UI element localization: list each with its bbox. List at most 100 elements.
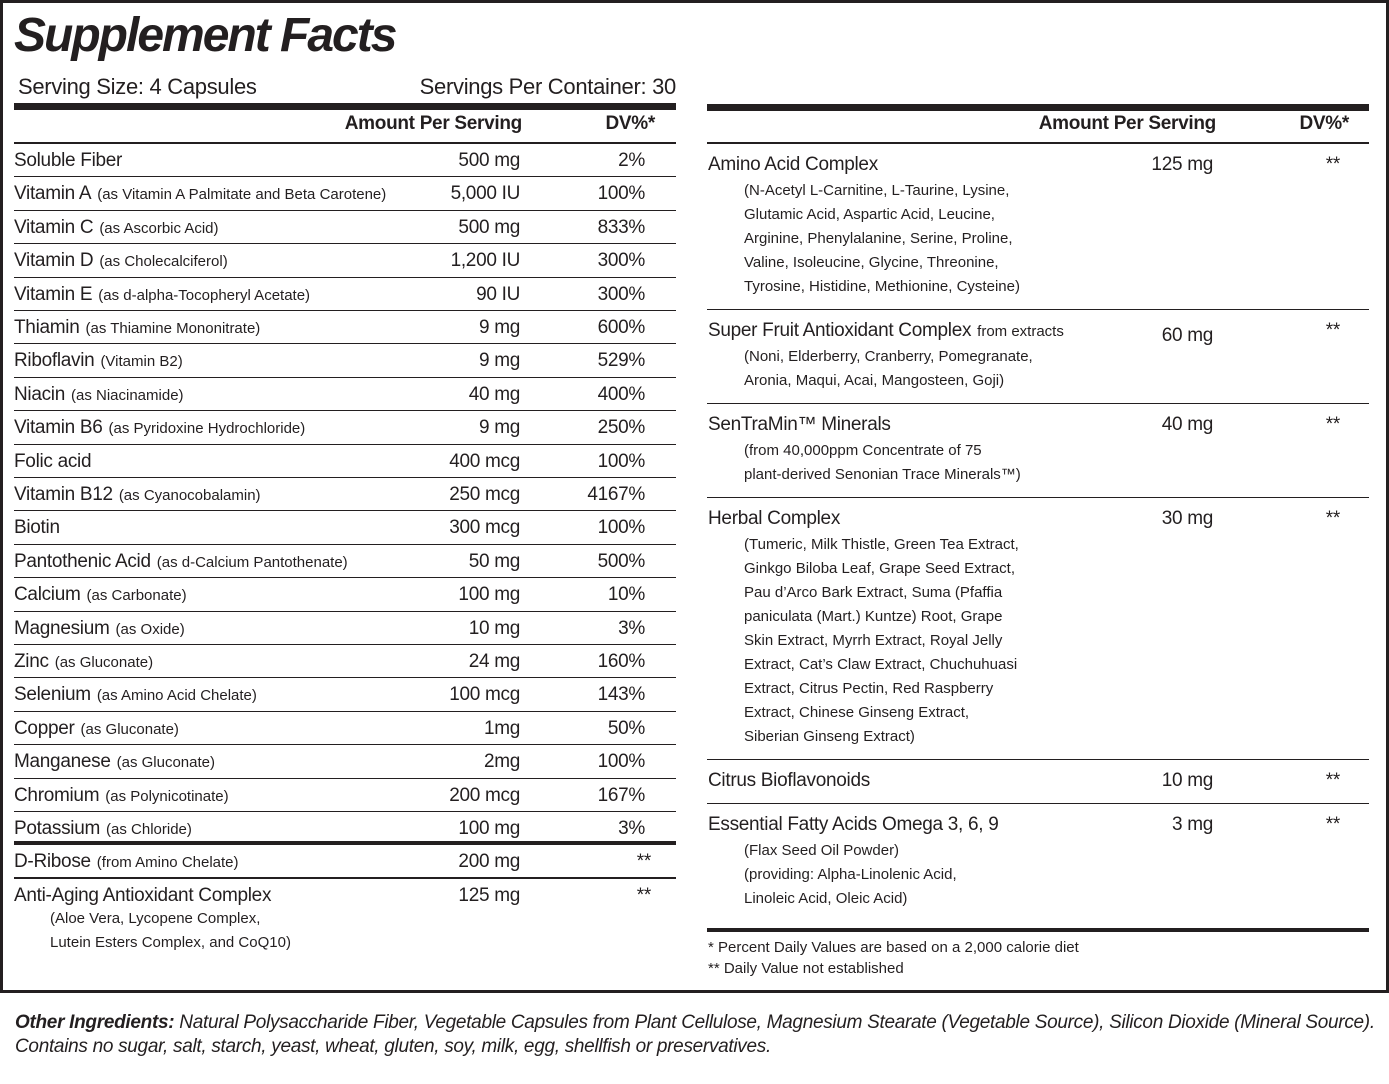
amount-header: Amount Per Serving [1038, 113, 1217, 134]
ingredient-section: Essential Fatty Acids Omega 3, 6, 9 3 mg *… [707, 804, 1369, 921]
amount: 60 mg [1161, 325, 1214, 346]
title: Supplement Facts [14, 9, 397, 62]
nutrient-name: Soluble Fiber [14, 150, 123, 171]
nutrient-note: (as Gluconate) [116, 754, 215, 772]
amount: 9 mg [478, 417, 520, 439]
thick-rule [14, 103, 676, 110]
nutrient-name: Manganese [14, 751, 111, 773]
detail-line: (Noni, Elderberry, Cranberry, Pomegranat… [744, 348, 1033, 365]
row-line: Vitamin C (as Ascorbic Acid) 500 mg 833% [14, 211, 676, 245]
nutrient-note: (as Gluconate) [80, 720, 179, 738]
detail-line: (providing: Alpha-Linolenic Acid, [744, 866, 957, 883]
header-rule [707, 142, 1369, 144]
section-line: Essential Fatty Acids Omega 3, 6, 9 3 mg *… [708, 813, 1369, 837]
nutrient-name: Vitamin B12 [14, 484, 113, 505]
daily-value: ** [636, 884, 652, 906]
ingredient-name: SenTraMin™ Minerals [708, 414, 891, 435]
amount: 200 mg [458, 851, 520, 873]
row-line: Soluble Fiber 500 mg 2% [14, 144, 676, 178]
amount: 9 mg [478, 350, 520, 372]
row-line: Copper (as Gluconate) 1mg 50% [14, 712, 676, 746]
daily-value: 833% [597, 216, 646, 238]
nutrient-row: Potassium (as Chloride) 100 mg 3% [14, 812, 676, 846]
row-line: Biotin 300 mcg 100% [14, 511, 676, 545]
amount: 200 mcg [449, 784, 520, 806]
footnotes: * Percent Daily Values are based on a 2,… [708, 937, 1079, 979]
amount: 1,200 IU [450, 250, 521, 272]
row-line: Vitamin B12 (as Cyanocobalamin) 250 mcg 416… [14, 478, 676, 512]
nutrient-name: Selenium [14, 684, 91, 706]
nutrient-row: Soluble Fiber 500 mg 2% [14, 144, 676, 178]
row-line: Niacin (as Niacinamide) 40 mg 400% [14, 378, 676, 412]
daily-value: ** [1325, 770, 1341, 791]
ingredient-name: Amino Acid Complex [708, 154, 878, 175]
amount: 1mg [483, 717, 520, 739]
section-line: Citrus Bioflavonoids 10 mg ** [708, 769, 1369, 793]
row-line: Vitamin D (as Cholecalciferol) 1,200 IU 300… [14, 244, 676, 278]
amount-header: Amount Per Serving [344, 113, 523, 134]
daily-value: 100% [597, 517, 646, 539]
amount: 500 mg [458, 150, 520, 171]
row-line: Selenium (as Amino Acid Chelate) 100 mcg 14… [14, 678, 676, 712]
nutrient-row: Magnesium (as Oxide) 10 mg 3% [14, 612, 676, 645]
daily-value: 3% [618, 617, 645, 639]
serving-size: Serving Size: 4 Capsules [18, 74, 257, 99]
nutrient-row: Vitamin E (as d-alpha-Tocopheryl Acetate)… [14, 278, 676, 311]
nutrient-name: Magnesium [14, 617, 110, 639]
nutrient-name: Vitamin B6 [14, 417, 103, 439]
details: (Aloe Vera, Lycopene Complex, Lutein Este… [14, 907, 676, 955]
nutrient-row: Anti-Aging Antioxidant Complex 125 mg ** (A… [14, 879, 676, 955]
nutrient-name: Biotin [14, 517, 60, 539]
daily-value: ** [1325, 320, 1341, 341]
detail-line: Arginine, Phenylalanine, Serine, Proline… [744, 230, 1013, 247]
detail-line: (from 40,000ppm Concentrate of 75 [744, 442, 982, 459]
amount: 100 mg [458, 584, 520, 606]
detail-line: Glutamic Acid, Aspartic Acid, Leucine, [744, 206, 995, 223]
nutrient-name: Potassium [14, 818, 101, 839]
nutrient-name: Vitamin C [14, 216, 94, 238]
nutrient-name: Zinc [14, 651, 49, 672]
details: (Flax Seed Oil Powder) (providing: Alpha-… [708, 839, 1369, 911]
detail-line: (Flax Seed Oil Powder) [744, 842, 900, 859]
row-line: Manganese (as Gluconate) 2mg 100% [14, 745, 676, 779]
detail-line: (Tumeric, Milk Thistle, Green Tea Extrac… [744, 536, 1019, 553]
nutrient-note: (as Vitamin A Palmitate and Beta Caroten… [97, 186, 387, 204]
amount: 3 mg [1171, 814, 1213, 835]
row-line: Vitamin E (as d-alpha-Tocopheryl Acetate)… [14, 278, 676, 312]
details: (Noni, Elderberry, Cranberry, Pomegranat… [708, 345, 1369, 393]
nutrient-row: Niacin (as Niacinamide) 40 mg 400% [14, 378, 676, 412]
daily-value: 143% [597, 684, 646, 706]
amount: 90 IU [476, 283, 520, 305]
amount: 40 mg [1161, 414, 1214, 435]
detail-line: Linoleic Acid, Oleic Acid) [744, 890, 908, 907]
nutrient-name: Vitamin E [14, 283, 93, 305]
amount: 300 mcg [449, 517, 520, 539]
detail-line: Lutein Esters Complex, and CoQ10) [50, 934, 291, 952]
section-line: Herbal Complex 30 mg ** [708, 507, 1369, 531]
nutrient-note: (as Carbonate) [86, 587, 187, 605]
other-ingredients-label: Other Ingredients: [15, 1012, 175, 1033]
amount: 9 mg [478, 317, 520, 338]
nutrient-row: Biotin 300 mcg 100% [14, 511, 676, 545]
ingredient-section: Amino Acid Complex 125 mg ** (N-Acetyl L-Ca… [707, 144, 1369, 310]
daily-value: ** [1325, 414, 1341, 435]
amount: 400 mcg [449, 450, 520, 472]
daily-value: 500% [597, 550, 646, 572]
detail-line: Extract, Cat’s Claw Extract, Chuchuhuasi [744, 656, 1018, 673]
ingredient-section: SenTraMin™ Minerals 40 mg ** (from 40,000pp… [707, 404, 1369, 498]
daily-value: ** [1325, 508, 1341, 529]
nutrient-row: Pantothenic Acid (as d-Calcium Pantothena… [14, 545, 676, 579]
row-line: Anti-Aging Antioxidant Complex 125 mg ** [14, 879, 676, 913]
nutrient-row: Zinc (as Gluconate) 24 mg 160% [14, 645, 676, 679]
row-line: Riboflavin (Vitamin B2) 9 mg 529% [14, 344, 676, 378]
nutrient-note: (as Chloride) [106, 821, 192, 838]
servings-per-container: Servings Per Container: 30 [419, 74, 677, 99]
daily-value: 100% [597, 751, 646, 773]
nutrient-row: Vitamin C (as Ascorbic Acid) 500 mg 833% [14, 211, 676, 245]
right-panel: Amount Per Serving DV%* Amino Acid Compl… [707, 0, 1369, 990]
detail-line: Valine, Isoleucine, Glycine, Threonine, [744, 254, 999, 271]
nutrient-row: Vitamin B12 (as Cyanocobalamin) 250 mcg 416… [14, 478, 676, 512]
detail-line: Skin Extract, Myrrh Extract, Royal Jelly [744, 632, 1003, 649]
amount: 5,000 IU [450, 183, 521, 205]
daily-value: 100% [597, 183, 646, 205]
